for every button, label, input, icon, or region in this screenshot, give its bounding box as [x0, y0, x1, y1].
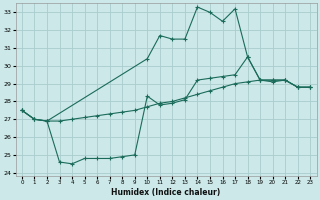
- X-axis label: Humidex (Indice chaleur): Humidex (Indice chaleur): [111, 188, 221, 197]
